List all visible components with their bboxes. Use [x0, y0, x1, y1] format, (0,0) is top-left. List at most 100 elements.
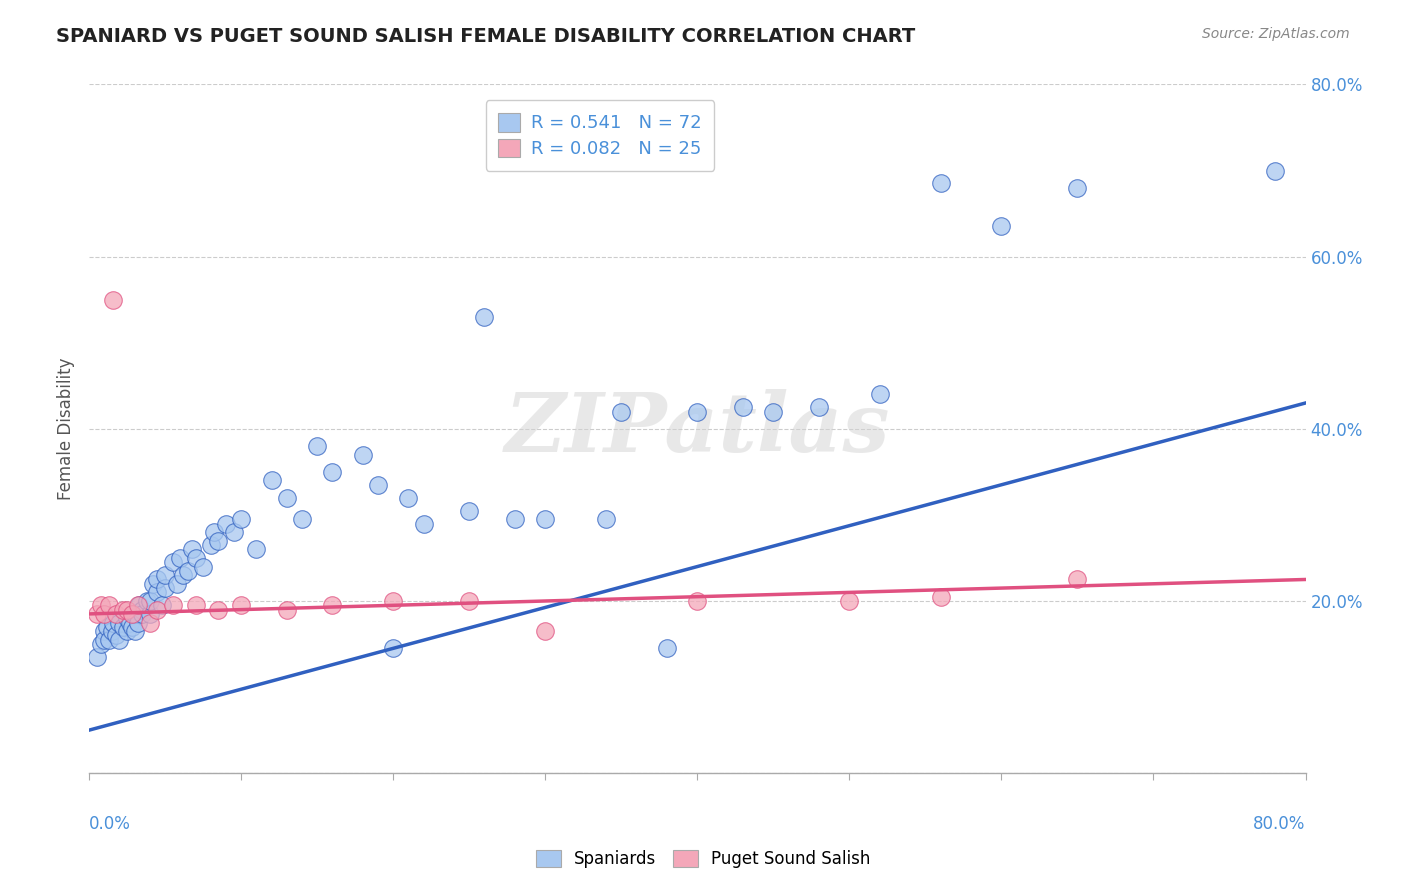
Point: [458, 594, 481, 608]
Point: [131, 607, 153, 621]
Point: [90, 599, 112, 613]
Point: [172, 568, 194, 582]
Point: [121, 620, 143, 634]
Point: [260, 474, 283, 488]
Point: [146, 602, 169, 616]
Point: [108, 632, 131, 647]
Point: [120, 615, 142, 630]
Point: [929, 177, 952, 191]
Legend: Spaniards, Puget Sound Salish: Spaniards, Puget Sound Salish: [529, 843, 877, 875]
Point: [169, 551, 191, 566]
Point: [162, 599, 184, 613]
Point: [146, 585, 169, 599]
Point: [93, 607, 115, 621]
Point: [474, 310, 496, 324]
Point: [124, 624, 146, 639]
Point: [90, 637, 112, 651]
Point: [96, 620, 118, 634]
Point: [103, 615, 125, 630]
Point: [115, 624, 138, 639]
Point: [229, 599, 252, 613]
Point: [807, 401, 830, 415]
Point: [222, 525, 245, 540]
Point: [146, 573, 169, 587]
Text: ZIPatlas: ZIPatlas: [505, 389, 890, 469]
Point: [534, 624, 557, 639]
Point: [181, 542, 204, 557]
Point: [762, 404, 785, 418]
Point: [686, 404, 709, 418]
Point: [108, 615, 131, 630]
Point: [990, 219, 1012, 234]
Point: [93, 624, 115, 639]
Point: [166, 576, 188, 591]
Point: [307, 439, 329, 453]
Point: [1066, 573, 1088, 587]
Point: [276, 602, 298, 616]
Point: [610, 404, 633, 418]
Point: [869, 387, 891, 401]
Point: [115, 602, 138, 616]
Point: [86, 650, 108, 665]
Point: [86, 607, 108, 621]
Point: [162, 555, 184, 569]
Point: [382, 641, 405, 656]
Point: [1066, 180, 1088, 194]
Point: [131, 602, 153, 616]
Point: [352, 448, 374, 462]
Point: [127, 615, 149, 630]
Point: [184, 599, 207, 613]
Point: [153, 568, 176, 582]
Point: [101, 624, 124, 639]
Point: [838, 594, 860, 608]
Point: [207, 533, 229, 548]
Point: [731, 401, 754, 415]
Point: [367, 477, 389, 491]
Point: [142, 576, 165, 591]
Text: Source: ZipAtlas.com: Source: ZipAtlas.com: [1202, 27, 1350, 41]
Point: [382, 594, 405, 608]
Point: [396, 491, 419, 505]
Point: [276, 491, 298, 505]
Text: 0.0%: 0.0%: [89, 814, 131, 832]
Point: [458, 503, 481, 517]
Point: [124, 607, 146, 621]
Point: [229, 512, 252, 526]
Point: [177, 564, 200, 578]
Point: [321, 599, 343, 613]
Point: [1264, 163, 1286, 178]
Point: [128, 599, 150, 613]
Point: [412, 516, 434, 531]
Text: SPANIARD VS PUGET SOUND SALISH FEMALE DISABILITY CORRELATION CHART: SPANIARD VS PUGET SOUND SALISH FEMALE DI…: [56, 27, 915, 45]
Point: [534, 512, 557, 526]
Point: [139, 615, 162, 630]
Point: [115, 611, 138, 625]
Point: [97, 599, 120, 613]
Point: [207, 602, 229, 616]
Point: [321, 465, 343, 479]
Point: [111, 620, 134, 634]
Point: [184, 551, 207, 566]
Point: [291, 512, 314, 526]
Point: [655, 641, 678, 656]
Point: [200, 538, 222, 552]
Point: [191, 559, 214, 574]
Point: [595, 512, 617, 526]
Point: [139, 607, 162, 621]
Point: [127, 599, 149, 613]
Point: [150, 599, 173, 613]
Point: [153, 581, 176, 595]
Point: [103, 293, 125, 307]
Point: [215, 516, 238, 531]
Text: 80.0%: 80.0%: [1253, 814, 1306, 832]
Point: [121, 607, 143, 621]
Point: [929, 590, 952, 604]
Y-axis label: Female Disability: Female Disability: [58, 358, 75, 500]
Point: [105, 607, 128, 621]
Point: [135, 594, 157, 608]
Point: [503, 512, 526, 526]
Point: [93, 632, 115, 647]
Point: [202, 525, 225, 540]
Point: [686, 594, 709, 608]
Point: [111, 602, 134, 616]
